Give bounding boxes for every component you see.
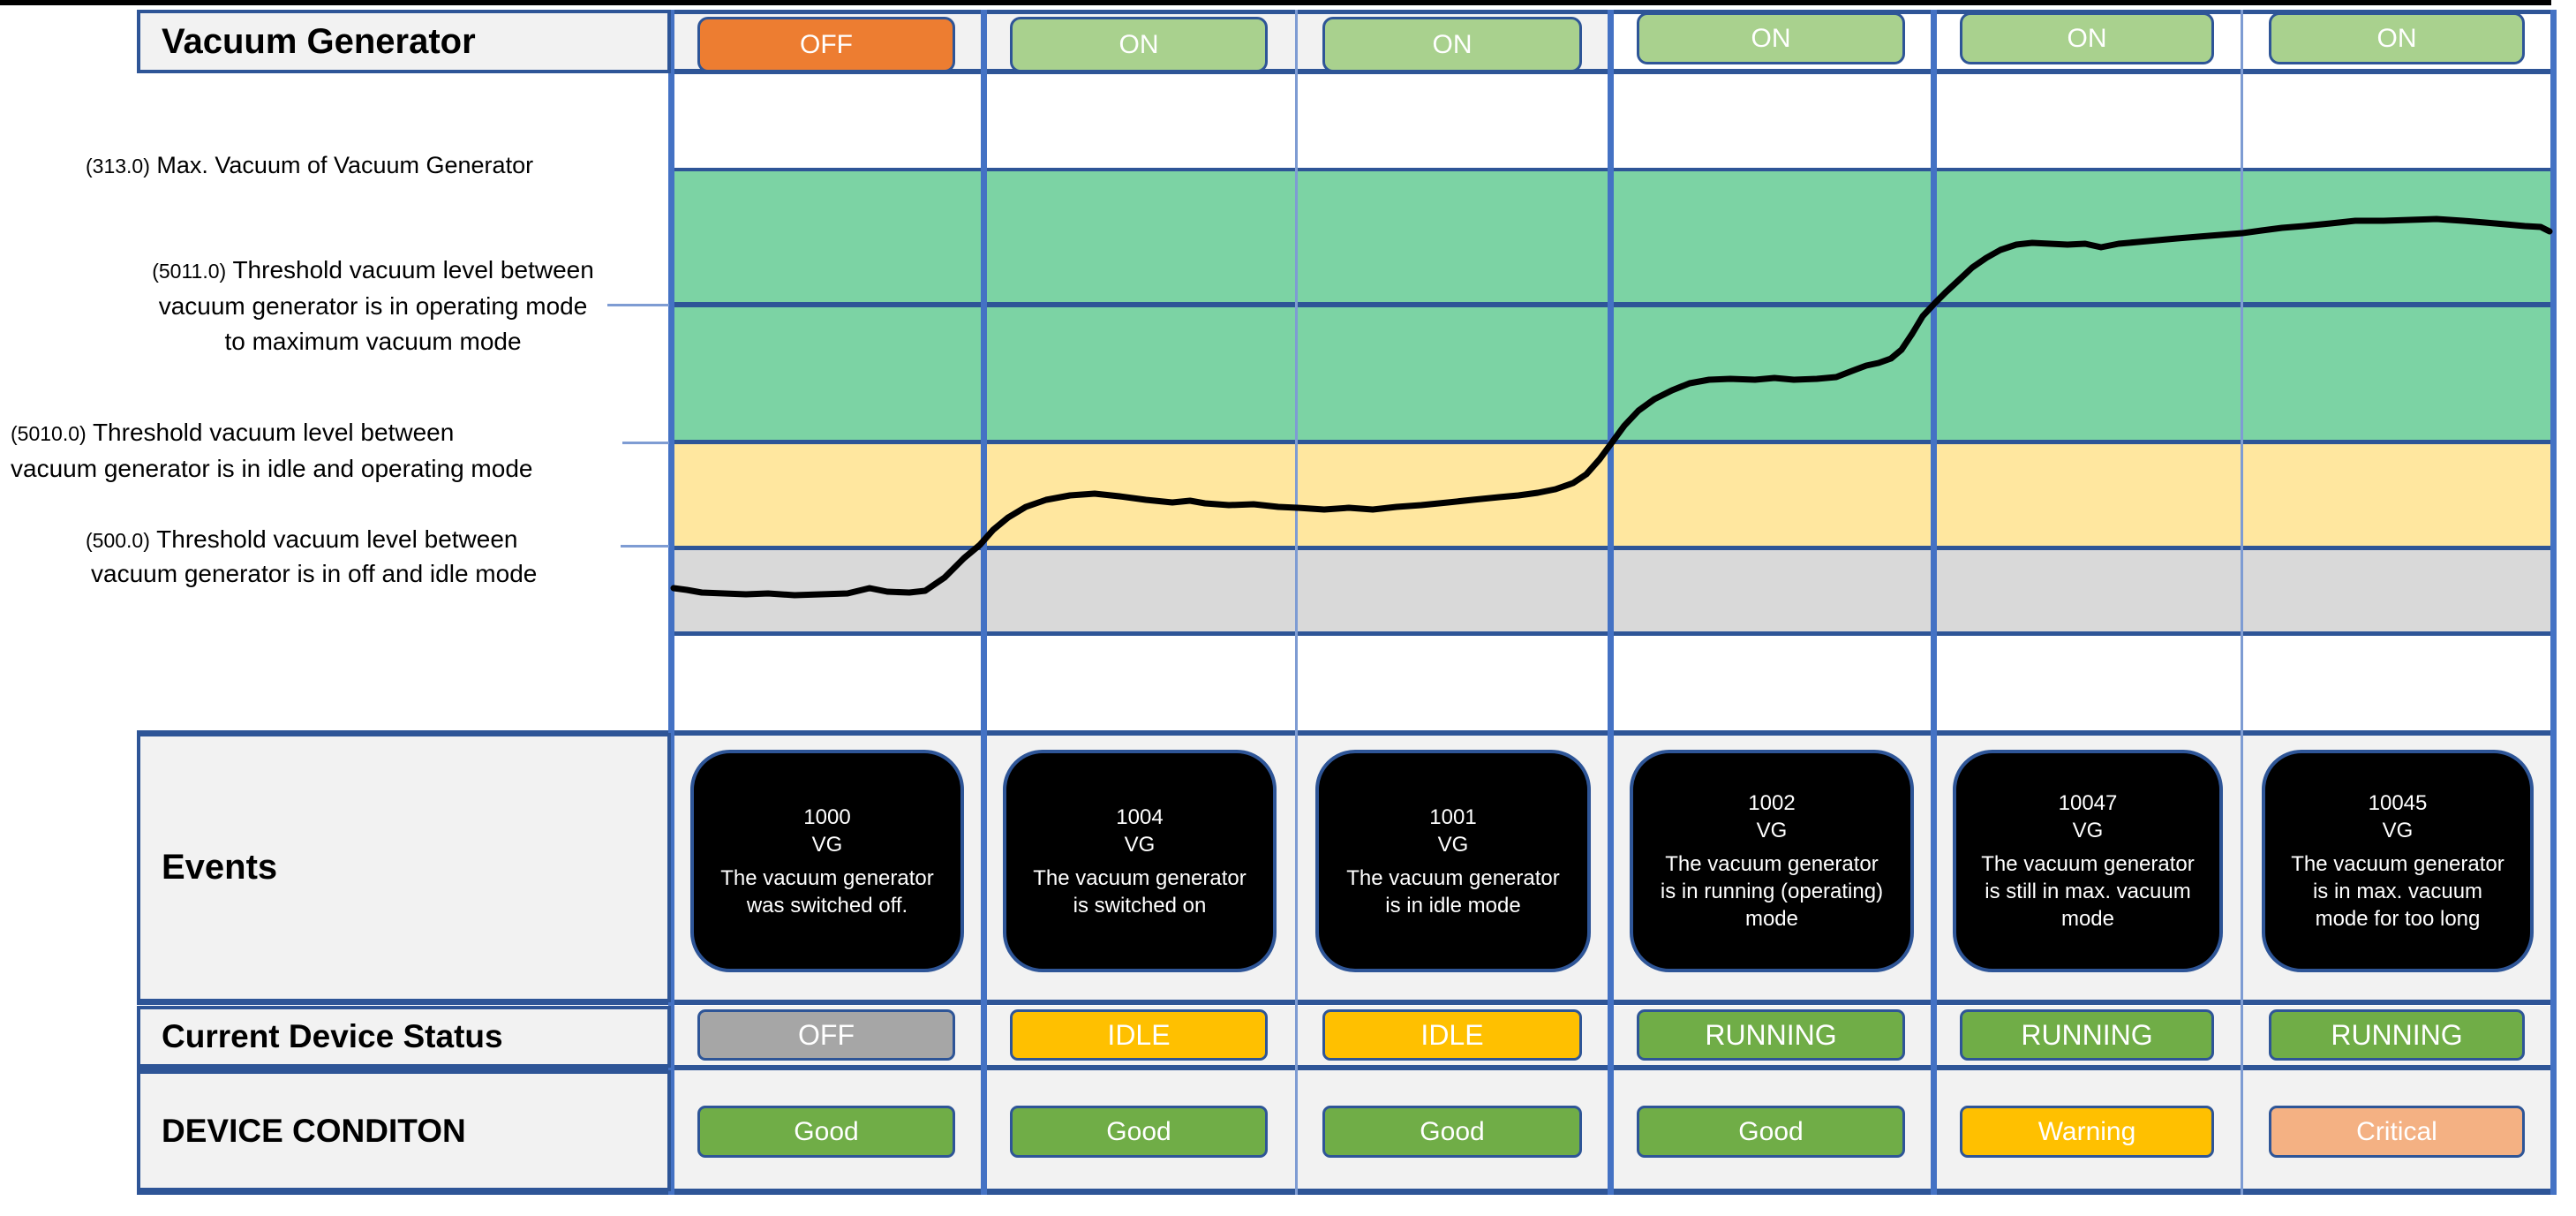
device-status-badge: RUNNING: [1637, 1009, 1905, 1061]
threshold-text: Max. Vacuum of Vacuum Generator: [156, 152, 534, 178]
top-black-bar: [0, 0, 2551, 5]
event-description: The vacuum generator is in running (oper…: [1660, 852, 1884, 931]
event-id: 1002: [1748, 791, 1796, 815]
event-source: VG: [1124, 832, 1156, 857]
device-status-badge: IDLE: [1010, 1009, 1268, 1061]
threshold-text: vacuum generator is in idle and operatin…: [11, 455, 533, 482]
column-line-4: [1931, 10, 1937, 1195]
event-card: 1002 VG The vacuum generator is in runni…: [1630, 750, 1914, 972]
vg-state-badge: ON: [1960, 12, 2214, 64]
column-line-0: [668, 10, 674, 1195]
vg-state-badge: ON: [1010, 17, 1268, 72]
device-condition-badge: Warning: [1960, 1106, 2214, 1158]
status-row-bottom-border: [137, 1065, 2557, 1070]
threshold-connector-line: [621, 545, 669, 548]
threshold-connector-line: [607, 304, 669, 306]
event-source: VG: [2072, 819, 2104, 842]
column-line-3: [1608, 10, 1614, 1195]
device-condition-badge: Good: [1010, 1106, 1268, 1158]
threshold-text: vacuum generator is in operating mode: [158, 292, 588, 320]
vg-state-badge: ON: [1322, 17, 1582, 72]
device-status-badge: RUNNING: [1960, 1009, 2214, 1061]
status-label-box: Current Device Status: [137, 1006, 671, 1068]
event-id: 1000: [803, 804, 851, 829]
threshold-value: (313.0): [86, 155, 150, 177]
event-card: 10047 VG The vacuum generator is still i…: [1953, 750, 2223, 972]
threshold-text: (5010.0) Threshold vacuum level between: [11, 419, 455, 446]
device-status-badge: RUNNING: [2269, 1009, 2525, 1061]
vacuum-level-curve: [670, 215, 2553, 599]
event-card: 1000 VG The vacuum generator was switche…: [690, 750, 964, 972]
event-card: 1001 VG The vacuum generator is in idle …: [1315, 750, 1591, 972]
events-label-box: Events: [137, 733, 671, 1002]
column-line-2: [1295, 10, 1298, 1195]
event-id: 1001: [1429, 804, 1477, 829]
column-line-6: [2550, 10, 2557, 1195]
vacuum-generator-title-box: Vacuum Generator: [137, 10, 671, 73]
events-label: Events: [162, 848, 278, 887]
event-id: 10045: [2368, 791, 2428, 815]
event-source: VG: [811, 832, 843, 857]
event-source: VG: [1756, 819, 1788, 842]
events-row-top-border: [137, 730, 2557, 736]
threshold-connector-line: [622, 442, 669, 444]
event-source: VG: [1437, 832, 1469, 857]
page-title: Vacuum Generator: [162, 21, 476, 61]
threshold-label-500: (500.0) Threshold vacuum level between v…: [86, 523, 651, 591]
threshold-text: vacuum generator is in off and idle mode: [91, 560, 538, 587]
event-id: 10047: [2058, 791, 2118, 815]
event-description: The vacuum generator is in max. vacuum m…: [2291, 852, 2504, 931]
vg-state-badge: OFF: [697, 17, 955, 72]
condition-label: DEVICE CONDITON: [162, 1112, 466, 1149]
threshold-text: (500.0) Threshold vacuum level between: [86, 525, 518, 553]
vg-state-badge: ON: [2269, 12, 2525, 64]
event-description: The vacuum generator is still in max. va…: [1981, 852, 2195, 931]
column-line-5: [2241, 10, 2243, 1195]
events-row-bottom-border: [137, 1000, 2557, 1005]
device-condition-badge: Critical: [2269, 1106, 2525, 1158]
event-card: 10045 VG The vacuum generator is in max.…: [2262, 750, 2534, 972]
device-status-badge: OFF: [697, 1009, 955, 1061]
event-card: 1004 VG The vacuum generator is switched…: [1003, 750, 1277, 972]
condition-label-box: DEVICE CONDITON: [137, 1070, 671, 1191]
column-line-1: [981, 10, 987, 1195]
device-status-badge: IDLE: [1322, 1009, 1582, 1061]
event-description: The vacuum generator was switched off.: [720, 865, 934, 918]
event-description: The vacuum generator is switched on: [1033, 865, 1247, 918]
threshold-label-5011: (5011.0) Threshold vacuum level between …: [124, 253, 622, 359]
status-label: Current Device Status: [162, 1018, 503, 1054]
threshold-label-5010: (5010.0) Threshold vacuum level between …: [11, 415, 637, 486]
event-description: The vacuum generator is in idle mode: [1346, 865, 1560, 918]
threshold-label-313: (313.0) Max. Vacuum of Vacuum Generator: [86, 148, 533, 184]
vg-state-badge: ON: [1637, 12, 1905, 64]
threshold-text: to maximum vacuum mode: [224, 328, 522, 355]
threshold-text: (5011.0) Threshold vacuum level between: [152, 256, 594, 283]
device-condition-badge: Good: [1637, 1106, 1905, 1158]
device-condition-badge: Good: [1322, 1106, 1582, 1158]
event-source: VG: [2382, 819, 2414, 842]
table-bottom-border: [137, 1189, 2557, 1195]
event-id: 1004: [1116, 804, 1164, 829]
device-condition-badge: Good: [697, 1106, 955, 1158]
